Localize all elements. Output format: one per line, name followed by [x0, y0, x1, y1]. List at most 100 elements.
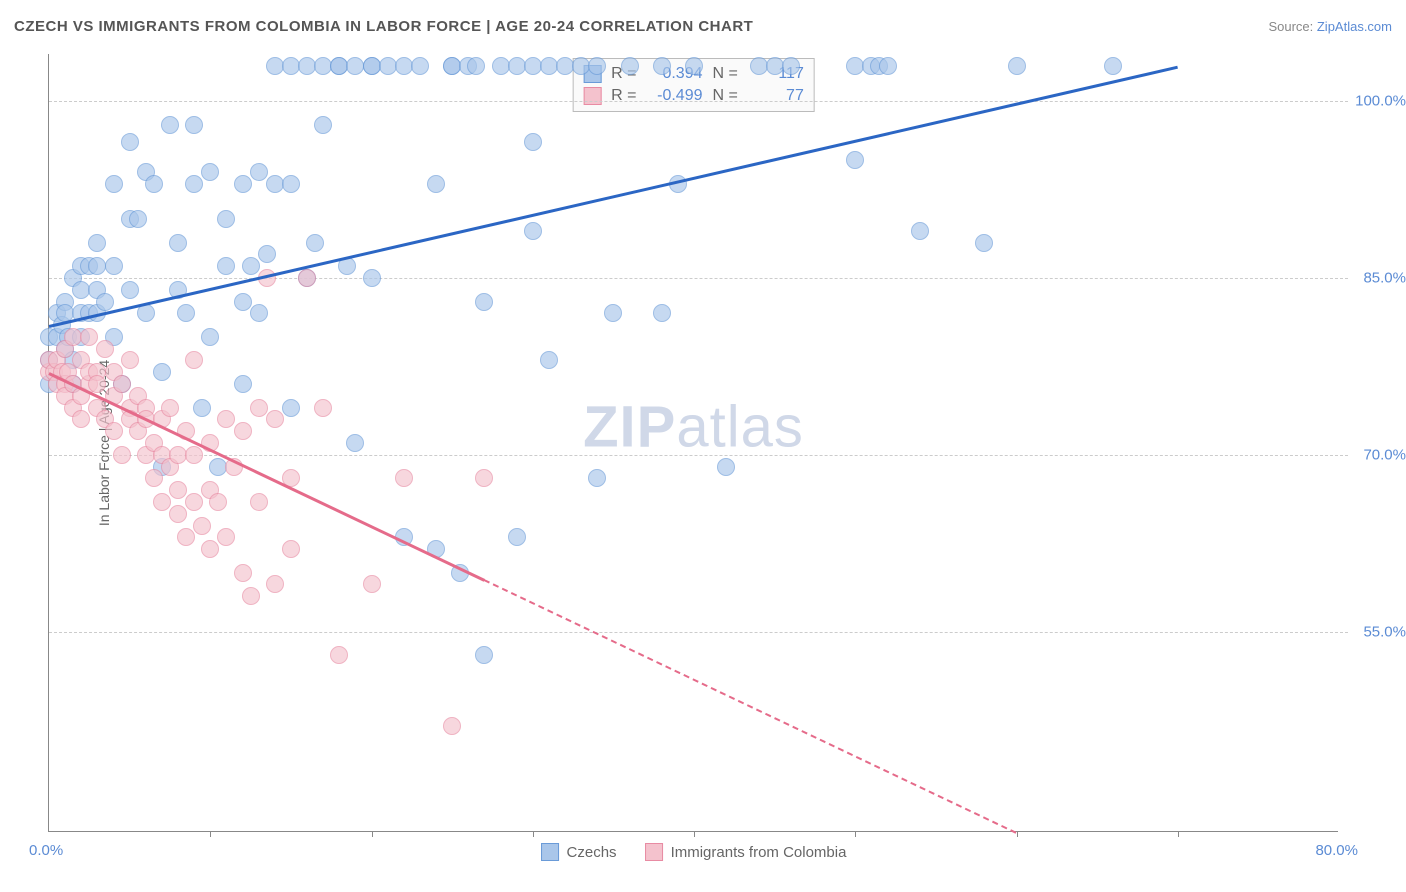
scatter-point	[129, 210, 147, 228]
watermark-light: atlas	[676, 394, 804, 459]
scatter-point	[234, 375, 252, 393]
scatter-point	[161, 116, 179, 134]
source-prefix: Source:	[1268, 19, 1316, 34]
x-tick	[372, 831, 373, 837]
scatter-point	[105, 175, 123, 193]
scatter-point	[217, 210, 235, 228]
scatter-point	[363, 269, 381, 287]
scatter-point	[653, 304, 671, 322]
scatter-point	[161, 399, 179, 417]
scatter-point	[1008, 57, 1026, 75]
scatter-point	[96, 293, 114, 311]
scatter-point	[113, 375, 131, 393]
scatter-point	[604, 304, 622, 322]
scatter-point	[105, 257, 123, 275]
x-tick	[533, 831, 534, 837]
y-tick-label: 55.0%	[1363, 623, 1406, 640]
gridline	[49, 632, 1348, 633]
scatter-point	[242, 257, 260, 275]
scatter-point	[250, 304, 268, 322]
scatter-point	[217, 257, 235, 275]
scatter-point	[782, 57, 800, 75]
scatter-point	[879, 57, 897, 75]
scatter-point	[314, 116, 332, 134]
scatter-point	[96, 340, 114, 358]
x-axis-min-label: 0.0%	[29, 842, 63, 859]
scatter-point	[185, 351, 203, 369]
scatter-point	[266, 575, 284, 593]
scatter-point	[524, 133, 542, 151]
watermark: ZIPatlas	[583, 393, 804, 460]
scatter-point	[467, 57, 485, 75]
source-text: Source: ZipAtlas.com	[1268, 19, 1392, 34]
legend-item: Czechs	[541, 843, 617, 861]
chart-title: CZECH VS IMMIGRANTS FROM COLOMBIA IN LAB…	[14, 18, 753, 35]
scatter-point	[121, 281, 139, 299]
scatter-point	[121, 351, 139, 369]
x-tick	[1017, 831, 1018, 837]
scatter-point	[193, 517, 211, 535]
scatter-point	[201, 328, 219, 346]
scatter-point	[113, 446, 131, 464]
scatter-point	[346, 434, 364, 452]
legend-label: Immigrants from Colombia	[671, 844, 847, 861]
scatter-point	[80, 328, 98, 346]
bottom-legend: Czechs Immigrants from Colombia	[541, 843, 847, 861]
stats-n-label: N =	[713, 65, 738, 83]
scatter-point	[1104, 57, 1122, 75]
legend-swatch	[541, 843, 559, 861]
y-tick-label: 85.0%	[1363, 269, 1406, 286]
scatter-point	[266, 410, 284, 428]
scatter-point	[363, 575, 381, 593]
scatter-point	[258, 245, 276, 263]
scatter-point	[234, 422, 252, 440]
x-axis-max-label: 80.0%	[1315, 842, 1358, 859]
scatter-point	[217, 410, 235, 428]
x-tick	[855, 831, 856, 837]
scatter-point	[185, 446, 203, 464]
scatter-point	[193, 399, 211, 417]
scatter-point	[177, 304, 195, 322]
scatter-point	[911, 222, 929, 240]
scatter-point	[685, 57, 703, 75]
scatter-point	[540, 351, 558, 369]
scatter-point	[250, 163, 268, 181]
y-tick-label: 100.0%	[1355, 93, 1406, 110]
watermark-bold: ZIP	[583, 394, 676, 459]
scatter-point	[282, 399, 300, 417]
legend-swatch	[645, 843, 663, 861]
regression-line	[484, 579, 1017, 834]
scatter-point	[145, 469, 163, 487]
stats-n-value: 77	[748, 87, 804, 105]
scatter-point	[306, 234, 324, 252]
source-link[interactable]: ZipAtlas.com	[1317, 19, 1392, 34]
scatter-point	[298, 269, 316, 287]
scatter-point	[234, 175, 252, 193]
scatter-point	[242, 587, 260, 605]
x-tick	[694, 831, 695, 837]
stats-swatch	[583, 87, 601, 105]
scatter-point	[153, 493, 171, 511]
scatter-point	[475, 646, 493, 664]
gridline	[49, 455, 1348, 456]
scatter-point	[145, 175, 163, 193]
scatter-point	[169, 505, 187, 523]
scatter-point	[201, 163, 219, 181]
stats-r-value: -0.499	[647, 87, 703, 105]
scatter-point	[105, 422, 123, 440]
stats-row: R =-0.499N =77	[583, 85, 804, 107]
legend-item: Immigrants from Colombia	[645, 843, 847, 861]
x-tick	[1178, 831, 1179, 837]
x-tick	[210, 831, 211, 837]
scatter-point	[72, 410, 90, 428]
scatter-point	[121, 133, 139, 151]
scatter-point	[508, 528, 526, 546]
scatter-point	[427, 175, 445, 193]
scatter-point	[177, 528, 195, 546]
scatter-point	[201, 540, 219, 558]
scatter-point	[209, 493, 227, 511]
legend-label: Czechs	[567, 844, 617, 861]
scatter-point	[282, 540, 300, 558]
scatter-point	[846, 151, 864, 169]
plot-area: ZIPatlas In Labor Force | Age 20-24 R =0…	[48, 54, 1338, 832]
